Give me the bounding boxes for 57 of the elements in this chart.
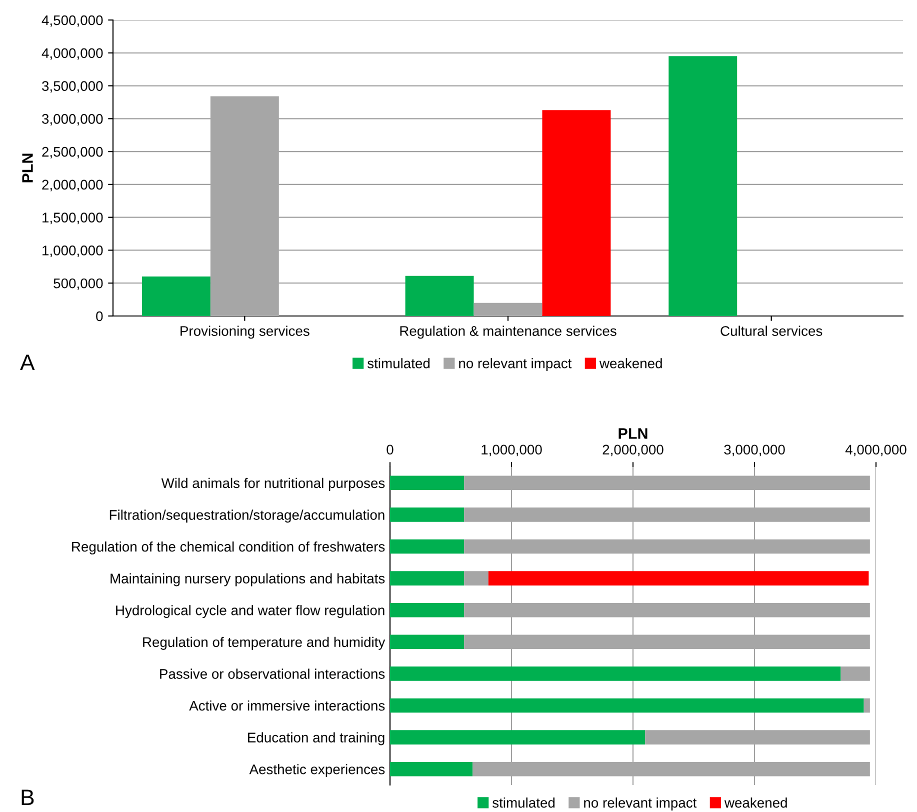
bar [864, 698, 870, 713]
y-tick-label: 2,000,000 [42, 180, 103, 192]
bar [390, 730, 646, 744]
bar [390, 762, 473, 776]
y-tick-label: 0 [96, 311, 103, 322]
bar [390, 602, 464, 618]
y-axis-title: PLN [22, 154, 33, 182]
y-tick-label: Passive or observational interactions [160, 668, 385, 679]
y-tick-label: Regulation of temperature and humidity [143, 636, 386, 650]
x-tick-label: 1,000,000 [482, 444, 542, 456]
bar [390, 634, 464, 650]
legend-label: no relevant impact [584, 798, 697, 810]
bar [405, 276, 474, 316]
y-tick-label: Education and training [248, 732, 384, 746]
bar [542, 110, 611, 316]
y-tick-label: Hydrological cycle and water flow regulation [116, 605, 384, 618]
legend-label: weakened [599, 358, 662, 368]
y-tick-label: 1,000,000 [42, 246, 103, 258]
y-tick-label: Wild animals for nutritional purposes [161, 478, 385, 491]
y-tick-label: 3,500,000 [42, 81, 103, 93]
x-tick-label: Cultural services [720, 326, 822, 336]
x-tick-label: 0 [386, 444, 394, 455]
y-tick-label: Active or immersive interactions [189, 700, 385, 711]
bar [488, 571, 869, 586]
x-tick-label: Regulation & maintenance services [400, 326, 616, 339]
x-axis-title: PLN [618, 428, 648, 439]
bar [840, 666, 870, 681]
y-tick-label: Filtration/sequestration/storage/accumulation [110, 510, 384, 523]
x-tick-label: 4,000,000 [845, 444, 906, 456]
y-tick-label: Regulation of the chemical condition of freshwaters [72, 541, 385, 554]
x-tick-label: 3,000,000 [724, 444, 785, 456]
legend-label: stimulated [368, 358, 430, 368]
bar [474, 302, 542, 316]
bar [142, 276, 210, 316]
bar [668, 56, 738, 316]
y-tick-label: 4,500,000 [42, 15, 103, 27]
x-tick-label: Provisioning services [180, 326, 310, 339]
legend-label: no relevant impact [459, 358, 572, 372]
x-tick-label: 2,000,000 [602, 444, 664, 456]
y-tick-label: 500,000 [54, 278, 103, 290]
y-tick-label: 2,500,000 [42, 146, 103, 158]
bar [390, 508, 464, 522]
y-tick-label: Maintaining nursery populations and habitats [110, 573, 385, 586]
y-tick-label: 1,500,000 [42, 212, 103, 224]
bar [390, 571, 464, 586]
legend-label: weakened [724, 798, 787, 808]
bar [390, 539, 464, 554]
text: B [22, 790, 34, 805]
legend-label: stimulated [492, 798, 555, 808]
text: A [20, 354, 35, 370]
y-tick-label: Aesthetic experiences [249, 764, 385, 778]
bar [390, 666, 841, 681]
bar [464, 571, 488, 586]
y-tick-label: 4,000,000 [42, 48, 103, 60]
bar [390, 698, 864, 713]
y-tick-label: 3,000,000 [42, 114, 103, 126]
bar [390, 476, 464, 490]
